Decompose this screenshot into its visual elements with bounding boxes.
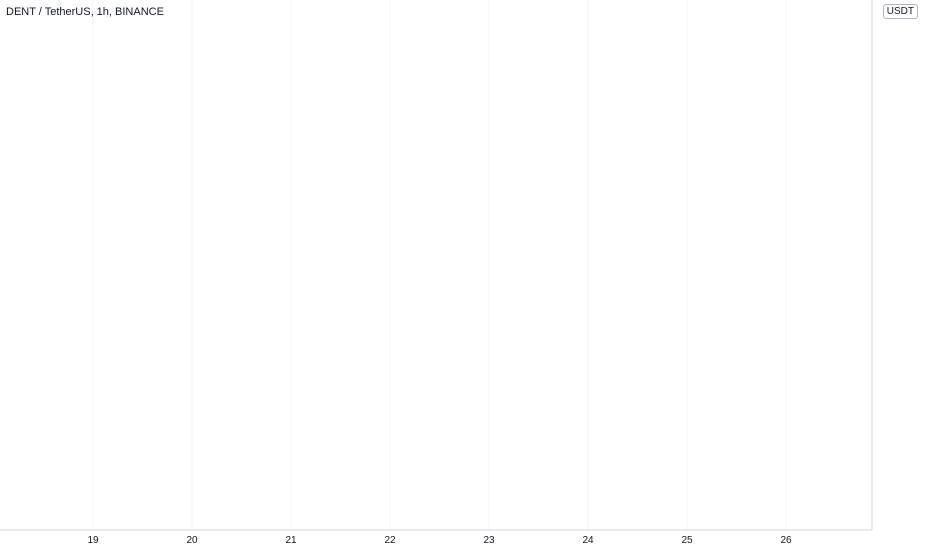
x-tick-label: 19 bbox=[87, 535, 99, 546]
x-tick-label: 24 bbox=[582, 535, 594, 546]
x-tick-label: 23 bbox=[483, 535, 495, 546]
x-tick-label: 21 bbox=[285, 535, 297, 546]
chart-title: DENT / TetherUS, 1h, BINANCE bbox=[6, 6, 164, 18]
x-tick-label: 22 bbox=[384, 535, 396, 546]
x-tick-label: 25 bbox=[681, 535, 693, 546]
currency-unit-badge[interactable]: USDT bbox=[882, 4, 918, 19]
x-tick-label: 20 bbox=[186, 535, 198, 546]
x-tick-label: 26 bbox=[780, 535, 792, 546]
